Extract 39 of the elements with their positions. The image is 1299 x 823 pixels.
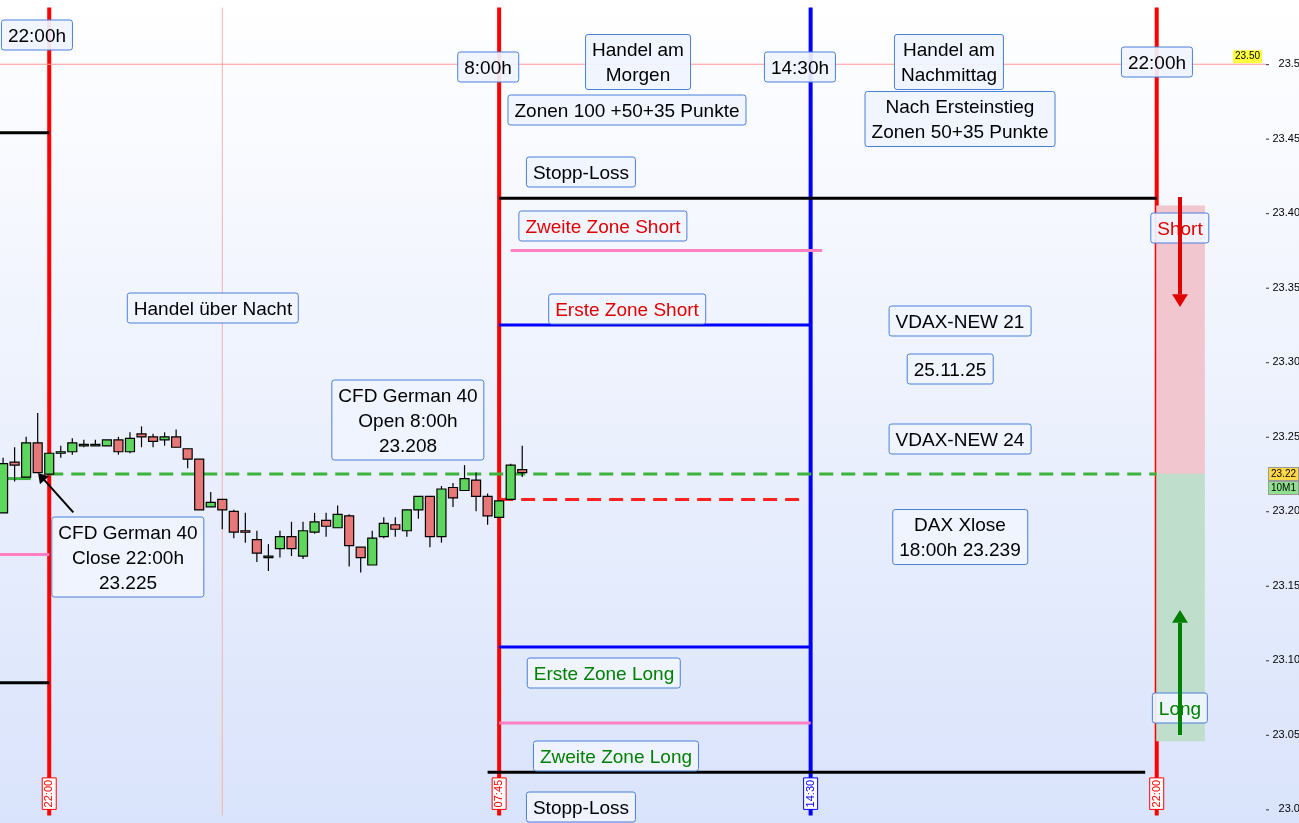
annotation: Zweite Zone Short — [518, 210, 688, 242]
annotation: 14:30h — [763, 51, 837, 83]
annotation: Zonen 100 +50+35 Punkte — [507, 94, 747, 126]
y-tick-label: 23.25 — [1272, 429, 1299, 442]
annotation: 10M1 — [1268, 481, 1299, 496]
annotation: 22:00h — [0, 19, 74, 51]
y-tick-label: 23.15 — [1272, 578, 1299, 591]
annotation: 22:00h — [1120, 46, 1194, 78]
annotation: VDAX-NEW 21 — [888, 305, 1032, 337]
y-tick-label: 23.5 — [1278, 57, 1299, 70]
y-tick-label: 23.20 — [1272, 504, 1299, 517]
annotation: Zweite Zone Long — [532, 740, 700, 772]
annotation: Handel am Morgen — [585, 34, 691, 90]
annotation: Handel über Nacht — [126, 292, 300, 324]
y-tick-label: 23.10 — [1272, 653, 1299, 666]
annotation: Erste Zone Short — [548, 293, 706, 325]
y-tick-label: 23.35 — [1272, 280, 1299, 293]
y-tick-label: 23.30 — [1272, 355, 1299, 368]
annotation: 23.22 — [1268, 467, 1299, 482]
annotation: Handel am Nachmittag — [893, 34, 1005, 90]
annotation: CFD German 40 Close 22:00h 23.225 — [51, 516, 205, 598]
annotation: 25.11.25 — [906, 353, 994, 385]
x-tick-label: 07:45 — [492, 779, 505, 808]
y-tick-label: 23.0 — [1278, 802, 1299, 815]
x-tick-label: 22:00 — [1149, 779, 1162, 808]
annotation: 8:00h — [457, 51, 519, 83]
annotation: Erste Zone Long — [526, 657, 682, 689]
annotation: VDAX-NEW 24 — [888, 423, 1032, 455]
y-tick-label: 23.05 — [1272, 727, 1299, 740]
annotation: CFD German 40 Open 8:00h 23.208 — [331, 379, 485, 461]
annotation: Stopp-Loss — [525, 791, 637, 823]
annotation: DAX Xlose 18:00h 23.239 — [892, 509, 1028, 565]
x-tick-label: 22:00 — [42, 779, 55, 808]
ref-line-label: 23.50 — [1234, 50, 1261, 62]
x-tick-label: 14:30 — [803, 779, 816, 808]
y-tick-label: 23.45 — [1272, 131, 1299, 144]
annotation: Nach Ersteinstieg Zonen 50+35 Punkte — [864, 91, 1056, 147]
annotation: Stopp-Loss — [525, 156, 637, 188]
y-tick-label: 23.40 — [1272, 206, 1299, 219]
